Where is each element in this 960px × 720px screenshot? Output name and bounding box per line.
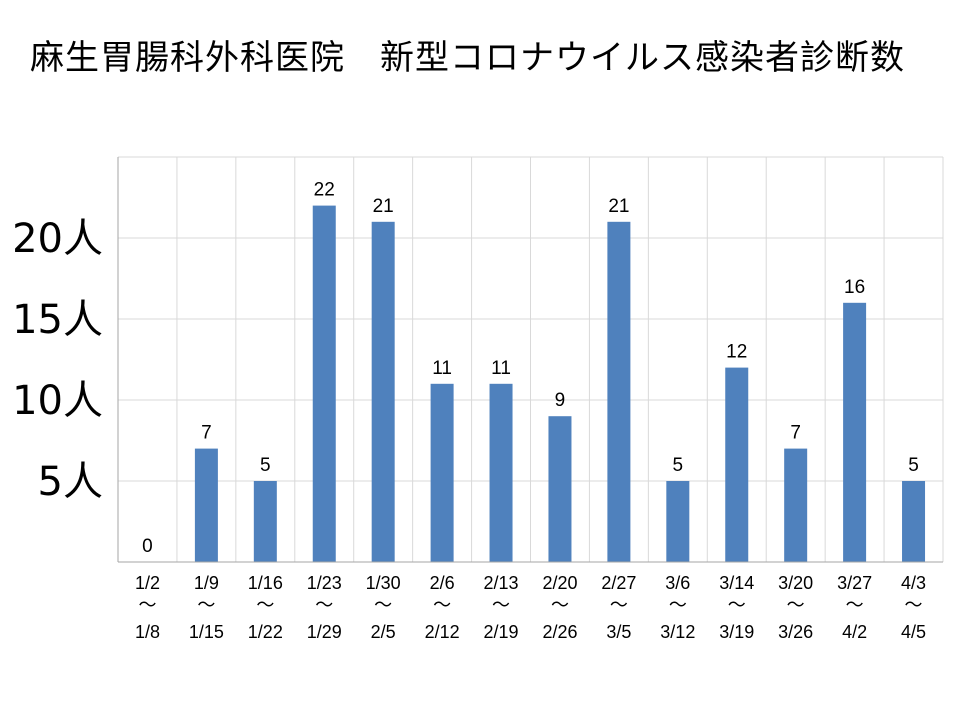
bar bbox=[371, 221, 395, 563]
x-tick-labels: 1/2～1/81/9～1/151/16～1/221/23～1/291/30～2/… bbox=[135, 573, 926, 642]
data-label: 12 bbox=[726, 342, 747, 363]
data-label: 21 bbox=[373, 196, 394, 217]
bar bbox=[666, 481, 690, 562]
x-tick-label-end: 2/26 bbox=[542, 622, 577, 642]
x-tick-label-end: 2/5 bbox=[371, 622, 396, 642]
x-tick-label-separator: ～ bbox=[374, 595, 392, 615]
y-tick-labels: 5人 10人 15人 20人 bbox=[12, 216, 103, 505]
bar bbox=[253, 481, 277, 562]
bar bbox=[784, 448, 808, 562]
x-tick-label-start: 2/27 bbox=[601, 573, 636, 593]
data-label: 11 bbox=[491, 358, 511, 379]
bar bbox=[489, 383, 513, 562]
y-tick-label: 5人 bbox=[38, 459, 103, 505]
bars bbox=[194, 205, 926, 563]
bar bbox=[430, 383, 454, 562]
bar bbox=[548, 416, 572, 562]
x-tick-label-start: 4/3 bbox=[901, 573, 926, 593]
x-tick-label-separator: ～ bbox=[905, 595, 923, 615]
x-tick-label-end: 1/29 bbox=[307, 622, 342, 642]
chart-title: 麻生胃腸科外科医院 新型コロナウイルス感染者診断数 bbox=[30, 38, 905, 78]
x-tick-label-start: 1/23 bbox=[307, 573, 342, 593]
x-tick-label-end: 4/2 bbox=[842, 622, 867, 642]
x-tick-label-end: 3/26 bbox=[778, 622, 813, 642]
x-tick-label-end: 4/5 bbox=[901, 622, 926, 642]
bar bbox=[194, 448, 218, 562]
gridlines bbox=[117, 156, 944, 562]
data-label: 7 bbox=[201, 423, 212, 444]
x-tick-label-end: 1/22 bbox=[248, 622, 283, 642]
x-tick-label-start: 3/14 bbox=[719, 573, 754, 593]
data-label: 0 bbox=[142, 536, 153, 557]
x-tick-label-end: 1/15 bbox=[189, 622, 224, 642]
data-label: 11 bbox=[432, 358, 452, 379]
x-tick-label-start: 1/30 bbox=[366, 573, 401, 593]
x-tick-label-end: 1/8 bbox=[135, 622, 160, 642]
bar bbox=[607, 221, 631, 563]
x-tick-label-start: 2/6 bbox=[430, 573, 455, 593]
data-label: 9 bbox=[555, 390, 566, 411]
x-tick-label-separator: ～ bbox=[315, 595, 333, 615]
data-label: 7 bbox=[790, 423, 801, 444]
x-tick-label-separator: ～ bbox=[433, 595, 451, 615]
bar bbox=[902, 481, 926, 562]
x-tick-label-end: 2/19 bbox=[484, 622, 519, 642]
data-label: 5 bbox=[908, 455, 919, 476]
x-tick-label-separator: ～ bbox=[551, 595, 569, 615]
data-labels: 0 7 5 22 21 11 11 9 21 5 12 7 16 5 bbox=[142, 180, 919, 557]
x-tick-label-start: 1/9 bbox=[194, 573, 219, 593]
x-tick-label-start: 3/6 bbox=[665, 573, 690, 593]
data-label: 22 bbox=[314, 180, 335, 201]
x-tick-label-start: 1/2 bbox=[135, 573, 160, 593]
y-tick-label: 15人 bbox=[12, 297, 103, 343]
x-tick-label-start: 2/13 bbox=[484, 573, 519, 593]
x-tick-label-end: 3/5 bbox=[606, 622, 631, 642]
axis-lines bbox=[117, 157, 943, 563]
x-tick-label-end: 3/12 bbox=[660, 622, 695, 642]
data-label: 5 bbox=[260, 455, 271, 476]
x-tick-label-separator: ～ bbox=[138, 595, 156, 615]
x-tick-label-start: 3/20 bbox=[778, 573, 813, 593]
x-tick-label-end: 3/19 bbox=[719, 622, 754, 642]
data-label: 21 bbox=[608, 196, 629, 217]
x-tick-label-separator: ～ bbox=[197, 595, 215, 615]
x-tick-label-separator: ～ bbox=[787, 595, 805, 615]
bar bbox=[312, 205, 336, 562]
x-tick-label-separator: ～ bbox=[728, 595, 746, 615]
data-label: 16 bbox=[844, 277, 865, 298]
bar bbox=[725, 367, 749, 562]
x-tick-label-start: 1/16 bbox=[248, 573, 283, 593]
x-tick-label-separator: ～ bbox=[669, 595, 687, 615]
y-tick-label: 20人 bbox=[12, 216, 103, 262]
x-tick-label-end: 2/12 bbox=[425, 622, 460, 642]
x-tick-label-separator: ～ bbox=[846, 595, 864, 615]
x-tick-label-start: 2/20 bbox=[542, 573, 577, 593]
data-label: 5 bbox=[673, 455, 684, 476]
x-tick-label-start: 3/27 bbox=[837, 573, 872, 593]
y-tick-label: 10人 bbox=[12, 378, 103, 424]
x-tick-label-separator: ～ bbox=[610, 595, 628, 615]
x-tick-label-separator: ～ bbox=[492, 595, 510, 615]
x-tick-label-separator: ～ bbox=[256, 595, 274, 615]
bar bbox=[843, 302, 867, 562]
